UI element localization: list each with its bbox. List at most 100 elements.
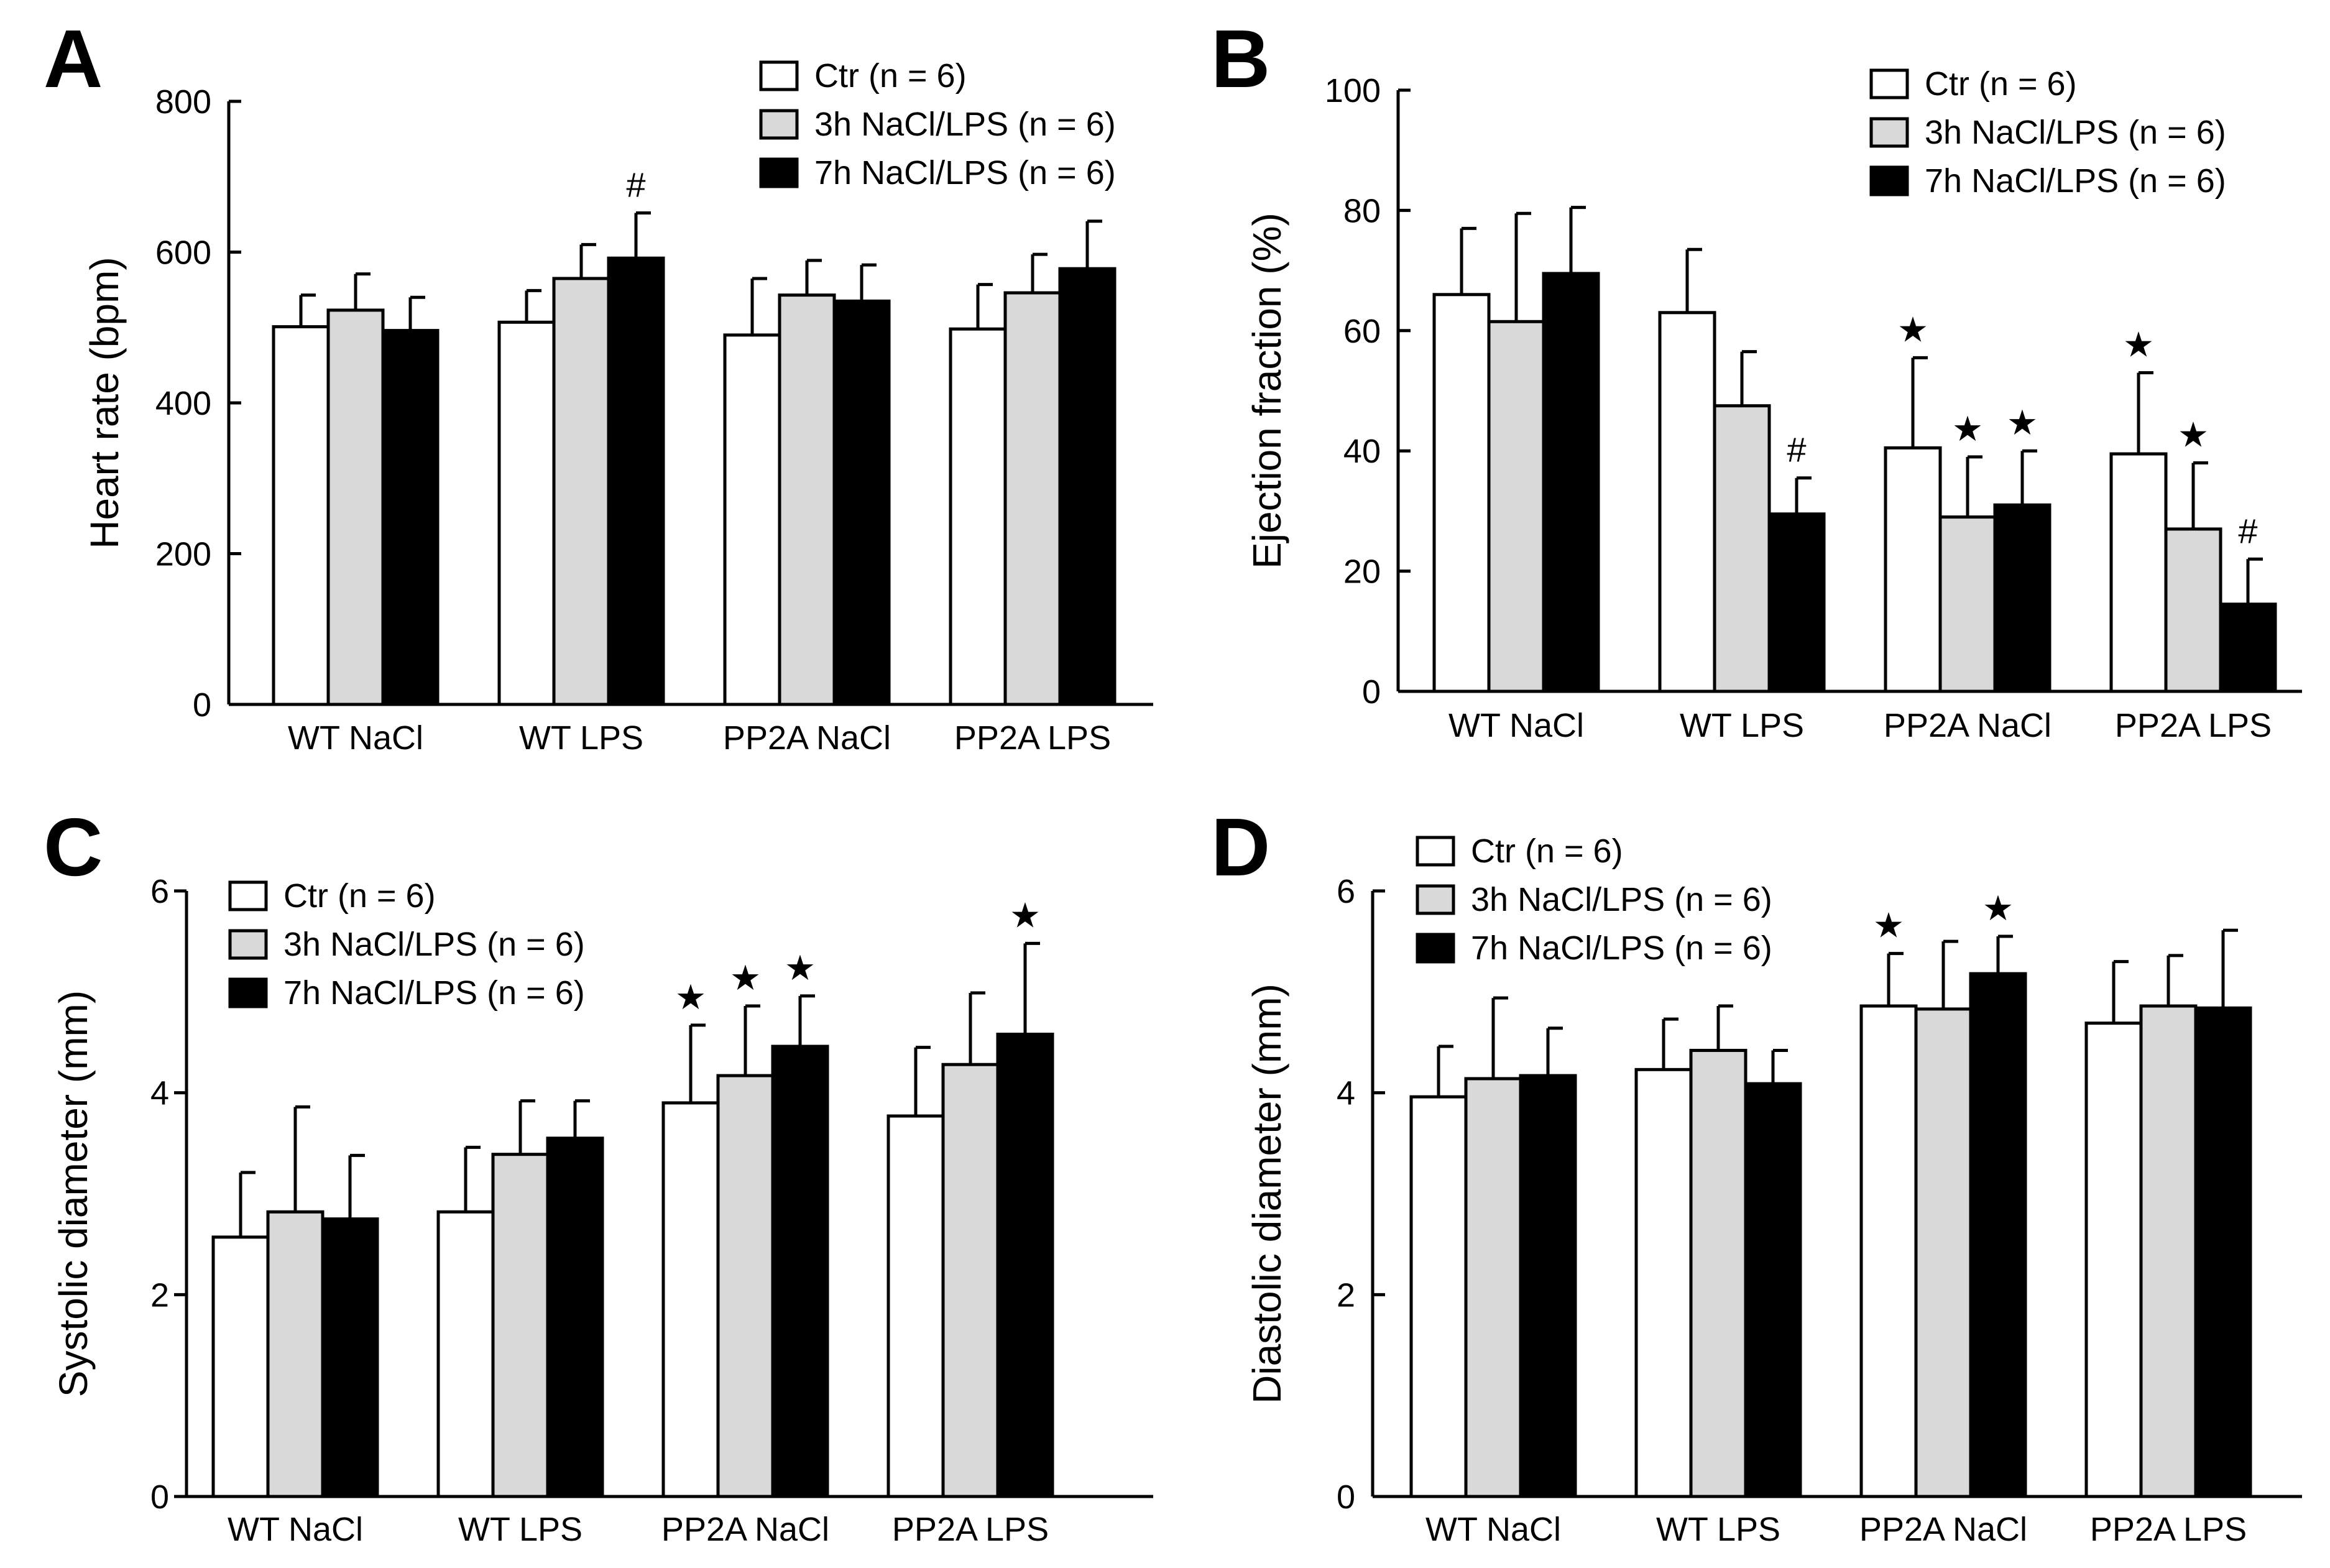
bar-wt-nacl-series-1 xyxy=(211,1235,270,1498)
legend-label: 3h NaCl/LPS (n = 6) xyxy=(1471,881,1772,918)
y-tick-label: 600 xyxy=(155,234,211,272)
x-category-label: WT LPS xyxy=(1656,1511,1780,1548)
legend: Ctr (n = 6) 3h NaCl/LPS (n = 6) 7h NaCl/LP… xyxy=(1416,832,1772,967)
y-tick-label: 400 xyxy=(155,385,211,422)
y-tick-label: 800 xyxy=(155,83,211,121)
y-tick-label: 0 xyxy=(1362,673,1381,711)
bar-pp2a-lps-series-3 xyxy=(1058,267,1117,706)
bar-pp2a-lps-series-2 xyxy=(1003,291,1062,706)
bar-pp2a-nacl-series-3 xyxy=(1969,972,2027,1498)
x-category-label: PP2A NaCl xyxy=(661,1511,829,1548)
bar-pp2a-lps-series-1 xyxy=(2084,1022,2143,1498)
x-category-label: PP2A LPS xyxy=(892,1511,1049,1548)
bar-wt-nacl-series-3 xyxy=(1519,1074,1577,1498)
y-tick-label: 0 xyxy=(1337,1478,1355,1516)
legend-swatch xyxy=(1869,117,1909,148)
x-category-label: PP2A LPS xyxy=(954,719,1111,757)
bar-pp2a-lps-series-1 xyxy=(2109,452,2168,693)
bar-wt-lps-series-1 xyxy=(1634,1068,1693,1498)
legend-label: 7h NaCl/LPS (n = 6) xyxy=(1471,929,1772,967)
y-axis-title: Systolic diameter (mm) xyxy=(51,990,96,1397)
bar-pp2a-lps-series-3 xyxy=(2219,602,2277,693)
hash-marker: # xyxy=(626,165,645,204)
panel-c: C Systolic diameter (mm) 0 2 4 6 WT NaCl WT LPS… xyxy=(44,801,1153,1548)
bar-wt-lps-series-2 xyxy=(1689,1048,1748,1498)
bar-pp2a-nacl-series-3 xyxy=(832,299,891,706)
hash-marker: # xyxy=(1787,430,1806,469)
bar-pp2a-lps-series-2 xyxy=(2139,1004,2198,1498)
hash-marker: # xyxy=(2238,511,2257,550)
panel-letter: A xyxy=(44,13,103,104)
x-category-label: PP2A NaCl xyxy=(1859,1511,2027,1548)
bar-pp2a-lps-series-3 xyxy=(2194,1006,2252,1498)
legend-swatch xyxy=(228,929,268,960)
bar-wt-nacl-series-1 xyxy=(272,325,330,706)
bar-pp2a-nacl-series-1 xyxy=(661,1101,720,1498)
bar-wt-nacl-series-1 xyxy=(1432,293,1491,693)
y-tick-label: 0 xyxy=(193,686,211,724)
legend: Ctr (n = 6) 3h NaCl/LPS (n = 6) 7h NaCl/LP… xyxy=(228,877,585,1012)
bar-pp2a-lps-series-2 xyxy=(941,1063,1000,1498)
bar-pp2a-nacl-series-2 xyxy=(1938,515,1997,693)
bar-pp2a-nacl-series-2 xyxy=(1914,1007,1973,1498)
bar-wt-nacl-series-2 xyxy=(266,1210,325,1498)
bar-wt-nacl-series-2 xyxy=(1487,320,1545,693)
bar-wt-nacl-series-1 xyxy=(1409,1095,1468,1498)
legend-label: 3h NaCl/LPS (n = 6) xyxy=(1925,114,2226,151)
legend-label: 3h NaCl/LPS (n = 6) xyxy=(814,106,1116,143)
y-tick-label: 2 xyxy=(1337,1276,1355,1314)
legend-label: Ctr (n = 6) xyxy=(1471,832,1623,870)
x-category-label: WT LPS xyxy=(1680,707,1804,744)
bar-pp2a-lps-series-1 xyxy=(949,327,1007,706)
bar-wt-lps-series-2 xyxy=(491,1153,550,1498)
y-tick-label: 80 xyxy=(1343,192,1381,229)
star-marker: ★ xyxy=(2007,403,2038,442)
x-category-label: WT LPS xyxy=(458,1511,582,1548)
star-marker: ★ xyxy=(1952,409,1983,448)
y-tick-label: 4 xyxy=(150,1075,169,1112)
panel-letter: B xyxy=(1211,13,1270,104)
x-category-label: WT NaCl xyxy=(288,719,423,757)
x-category-label: WT NaCl xyxy=(228,1511,363,1548)
y-tick-label: 100 xyxy=(1325,72,1381,109)
panel-letter: C xyxy=(44,801,103,893)
bar-pp2a-nacl-series-2 xyxy=(778,293,836,706)
bar-wt-lps-series-1 xyxy=(1658,311,1716,693)
panel-d: D Diastolic diameter (mm) 0 2 4 6 WT NaCl WT LP… xyxy=(1211,801,2302,1548)
bar-wt-nacl-series-2 xyxy=(1464,1077,1522,1498)
legend-swatch xyxy=(228,880,268,911)
y-axis-title: Diastolic diameter (mm) xyxy=(1245,984,1289,1404)
x-category-label: WT NaCl xyxy=(1425,1511,1561,1548)
x-category-label: PP2A LPS xyxy=(2090,1511,2247,1548)
panel-b: B Ejection fraction (%) 0 20 40 60 80 100 WT NaC… xyxy=(1211,13,2302,744)
bar-wt-nacl-series-2 xyxy=(326,308,385,706)
legend-label: Ctr (n = 6) xyxy=(814,57,967,95)
bar-pp2a-lps-series-3 xyxy=(996,1033,1054,1498)
y-tick-label: 200 xyxy=(155,536,211,573)
bar-pp2a-nacl-series-1 xyxy=(1859,1004,1918,1498)
y-tick-label: 40 xyxy=(1343,433,1381,470)
y-tick-label: 60 xyxy=(1343,313,1381,350)
bar-wt-lps-series-1 xyxy=(497,320,556,706)
bar-wt-nacl-series-3 xyxy=(1542,272,1600,693)
legend-swatch xyxy=(759,109,799,140)
star-marker: ★ xyxy=(730,958,761,997)
y-tick-label: 4 xyxy=(1337,1075,1355,1112)
legend-label: 7h NaCl/LPS (n = 6) xyxy=(814,154,1116,191)
bar-wt-lps-series-2 xyxy=(1713,404,1771,693)
y-tick-label: 6 xyxy=(150,873,169,910)
legend-label: 7h NaCl/LPS (n = 6) xyxy=(1925,162,2226,200)
bar-pp2a-nacl-series-2 xyxy=(716,1074,775,1498)
bar-wt-nacl-series-3 xyxy=(381,329,440,706)
legend-swatch xyxy=(1869,165,1909,196)
legend-label: Ctr (n = 6) xyxy=(1925,65,2077,103)
star-marker: ★ xyxy=(2178,415,2209,454)
y-axis-title: Heart rate (bpm) xyxy=(82,257,127,548)
bar-wt-lps-series-1 xyxy=(436,1210,495,1498)
star-marker: ★ xyxy=(1873,906,1904,945)
y-axis-title: Ejection fraction (%) xyxy=(1245,213,1289,569)
legend-swatch xyxy=(1869,68,1909,99)
bar-wt-nacl-series-3 xyxy=(321,1217,379,1498)
star-marker: ★ xyxy=(1982,888,2014,928)
x-category-label: WT LPS xyxy=(519,719,643,757)
